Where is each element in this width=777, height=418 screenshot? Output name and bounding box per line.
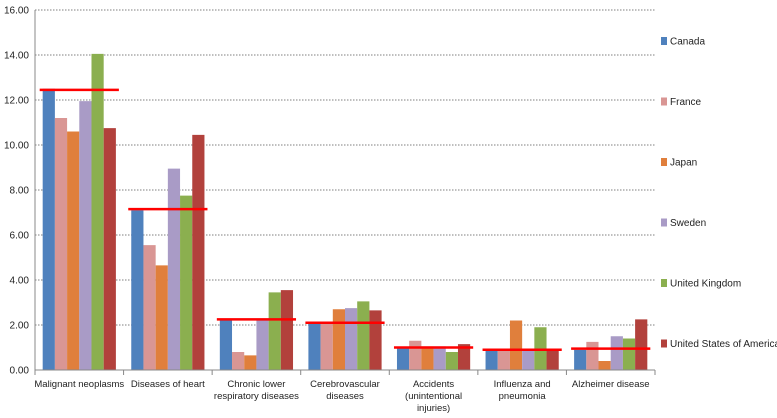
legend-label: United States of America	[670, 339, 777, 350]
bar-canada	[396, 347, 410, 370]
bar-japan	[332, 309, 345, 370]
bar-japan	[509, 320, 523, 370]
bar-united-states-of-america	[369, 310, 382, 370]
y-tick-label: 8.00	[10, 186, 30, 197]
legend-label: Japan	[670, 158, 697, 169]
bar-japan	[598, 361, 611, 370]
legend-swatch	[661, 339, 667, 348]
legend-label: Canada	[670, 37, 705, 48]
legend-swatch	[661, 97, 667, 106]
bar-sweden	[79, 101, 92, 370]
x-category-label: Chronic lower	[227, 379, 285, 390]
bar-france	[54, 118, 68, 370]
legend-swatch	[661, 279, 667, 287]
bar-france	[232, 352, 245, 370]
x-category-label: (unintentional	[405, 391, 462, 402]
x-category-label: injuries)	[417, 403, 450, 414]
bar-japan	[155, 265, 168, 370]
bar-united-kingdom	[622, 338, 636, 370]
x-category-label: Malignant neoplasms	[34, 379, 124, 390]
bar-canada	[485, 350, 498, 370]
bar-japan	[421, 346, 434, 370]
legend-swatch	[661, 158, 667, 166]
x-category-label: pneumonia	[499, 391, 547, 402]
y-tick-label: 12.00	[4, 96, 29, 107]
legend-label: United Kingdom	[670, 279, 741, 290]
bar-united-states-of-america	[280, 290, 294, 370]
bar-united-kingdom	[445, 352, 458, 370]
average-lines	[39, 88, 651, 351]
y-tick-label: 0.00	[10, 366, 30, 377]
x-category-label: Diseases of heart	[131, 379, 205, 390]
bar-france	[586, 341, 599, 370]
bar-united-states-of-america	[457, 344, 471, 370]
bar-france	[497, 350, 510, 370]
x-category-label: Accidents	[413, 379, 454, 390]
bar-sweden	[610, 336, 623, 370]
x-category-label: respiratory diseases	[214, 391, 299, 402]
bar-united-kingdom	[180, 195, 193, 370]
x-axis-categories: Malignant neoplasms Diseases of heart Chro…	[34, 379, 649, 414]
y-tick-label: 16.00	[4, 6, 29, 17]
bar-canada	[574, 349, 587, 370]
bar-united-states-of-america	[192, 134, 205, 370]
bar-united-states-of-america	[635, 319, 648, 370]
bar-united-states-of-america	[546, 349, 559, 370]
legend-swatch	[661, 218, 667, 227]
bar-sweden	[433, 346, 446, 370]
legend-swatch	[661, 37, 667, 45]
x-category-label: diseases	[326, 391, 364, 402]
bar-united-kingdom	[91, 53, 104, 370]
bar-france	[409, 340, 422, 370]
x-category-label: Alzheimer disease	[572, 379, 650, 390]
y-tick-label: 2.00	[10, 321, 30, 332]
bar-sweden	[345, 308, 358, 370]
bar-united-states-of-america	[103, 128, 116, 370]
gridlines	[35, 9, 655, 326]
axes	[34, 10, 656, 375]
bar-united-kingdom	[268, 292, 281, 370]
y-tick-label: 10.00	[4, 141, 29, 152]
legend: Canada France Japan Sweden United Kingdom Uni…	[661, 37, 777, 350]
bar-france	[320, 322, 333, 370]
legend-label: Sweden	[670, 218, 706, 229]
bar-united-kingdom	[357, 301, 370, 370]
bar-japan	[244, 355, 257, 370]
bar-sweden	[256, 320, 269, 370]
bar-canada	[219, 320, 233, 370]
y-tick-label: 6.00	[10, 231, 30, 242]
bar-sweden	[167, 168, 181, 370]
bars	[42, 53, 648, 370]
y-tick-label: 4.00	[10, 276, 30, 287]
bar-canada	[42, 88, 55, 370]
legend-label: France	[670, 97, 702, 108]
x-category-label: Influenza and	[494, 379, 551, 390]
bar-sweden	[522, 350, 535, 370]
y-axis-ticks: 0.00 2.00 4.00 6.00 8.00 10.00 12.00 14.00 16.00	[4, 6, 29, 377]
bar-japan	[67, 131, 80, 370]
bar-canada	[308, 323, 321, 370]
x-category-label: Cerebrovascular	[310, 379, 380, 390]
bar-canada	[131, 210, 144, 370]
y-tick-label: 14.00	[4, 51, 29, 62]
bar-france	[143, 245, 156, 370]
